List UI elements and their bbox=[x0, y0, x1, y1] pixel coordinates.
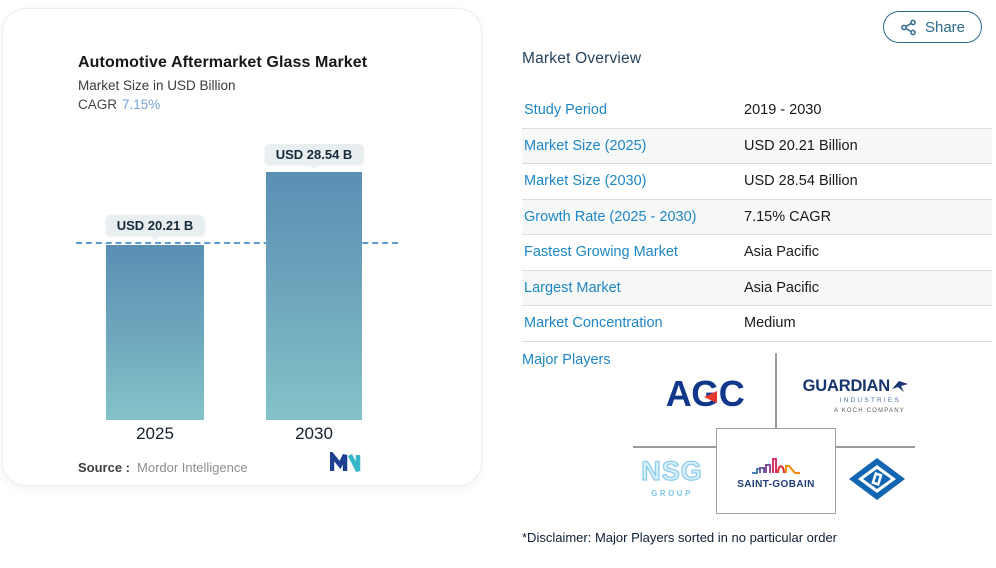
reference-dashed-line bbox=[76, 242, 398, 244]
x-tick-2025: 2025 bbox=[136, 424, 174, 443]
row-value: 7.15% CAGR bbox=[744, 208, 832, 225]
x-tick-2030: 2030 bbox=[295, 424, 333, 443]
row-value: Medium bbox=[744, 315, 796, 332]
bar-2025 bbox=[106, 245, 204, 420]
table-row: Study Period 2019 - 2030 bbox=[522, 93, 992, 129]
row-value: USD 20.21 Billion bbox=[744, 137, 858, 154]
guardian-industries-text: INDUSTRIES bbox=[839, 397, 901, 404]
share-button[interactable]: Share bbox=[882, 11, 982, 43]
nsg-group-logo: NSG GROUP bbox=[630, 456, 714, 498]
saint-gobain-logo-text: SAINT-GOBAIN bbox=[737, 479, 815, 490]
guardian-koch-text: A KOCH COMPANY bbox=[833, 408, 905, 414]
row-value: Asia Pacific bbox=[744, 244, 819, 261]
source-line: Source : Mordor Intelligence bbox=[78, 459, 248, 477]
table-row: Largest Market Asia Pacific bbox=[522, 270, 992, 306]
table-row: Market Concentration Medium bbox=[522, 306, 992, 342]
disclaimer-text: *Disclaimer: Major Players sorted in no … bbox=[522, 530, 838, 545]
players-grid-vertical-divider bbox=[775, 353, 777, 429]
chart-subtitle: Market Size in USD Billion bbox=[78, 78, 236, 93]
chart-card bbox=[2, 8, 482, 486]
guardian-eagle-icon bbox=[892, 380, 909, 393]
table-row: Market Size (2025) USD 20.21 Billion bbox=[522, 128, 992, 164]
row-value: USD 28.54 Billion bbox=[744, 173, 858, 190]
share-button-label: Share bbox=[924, 18, 965, 36]
guardian-logo-text: GUARDIAN bbox=[802, 377, 891, 395]
mordor-intelligence-logo-icon bbox=[329, 448, 362, 478]
bar-label-2030: USD 28.54 B bbox=[264, 144, 364, 165]
nsg-group-text: GROUP bbox=[651, 489, 693, 498]
row-label: Market Size (2030) bbox=[524, 173, 647, 190]
row-label: Market Size (2025) bbox=[524, 137, 647, 154]
chart-cagr: CAGR 7.15% bbox=[78, 97, 160, 112]
guardian-industries-logo: GUARDIAN INDUSTRIES A KOCH COMPANY bbox=[791, 377, 909, 414]
bar-2030 bbox=[266, 172, 362, 420]
source-value: Mordor Intelligence bbox=[137, 460, 248, 475]
agc-red-accent-icon bbox=[704, 391, 717, 403]
row-label: Growth Rate (2025 - 2030) bbox=[524, 208, 697, 225]
nsg-logo-text: NSG bbox=[641, 456, 703, 486]
cagr-label: CAGR bbox=[78, 97, 118, 112]
cagr-value: 7.15% bbox=[122, 97, 161, 112]
row-value: Asia Pacific bbox=[744, 279, 819, 296]
row-label: Largest Market bbox=[524, 279, 621, 296]
table-row: Growth Rate (2025 - 2030) 7.15% CAGR bbox=[522, 199, 992, 235]
agc-logo: AGC bbox=[652, 372, 758, 416]
row-label: Study Period bbox=[524, 102, 608, 119]
source-label: Source : bbox=[78, 460, 131, 475]
overview-title: Market Overview bbox=[522, 50, 642, 67]
xinyi-glass-logo bbox=[849, 458, 905, 500]
major-players-label: Major Players bbox=[522, 352, 611, 368]
saint-gobain-skyline-icon bbox=[750, 452, 802, 476]
table-row: Fastest Growing Market Asia Pacific bbox=[522, 235, 992, 271]
row-label: Fastest Growing Market bbox=[524, 244, 678, 261]
chart-title: Automotive Aftermarket Glass Market bbox=[78, 54, 368, 71]
bar-label-2025: USD 20.21 B bbox=[105, 215, 205, 236]
row-label: Market Concentration bbox=[524, 315, 663, 332]
saint-gobain-logo: SAINT-GOBAIN bbox=[716, 428, 836, 514]
row-value: 2019 - 2030 bbox=[744, 102, 822, 119]
share-icon bbox=[900, 19, 917, 36]
overview-table: Study Period 2019 - 2030 Market Size (20… bbox=[522, 93, 992, 342]
table-row: Market Size (2030) USD 28.54 Billion bbox=[522, 164, 992, 200]
